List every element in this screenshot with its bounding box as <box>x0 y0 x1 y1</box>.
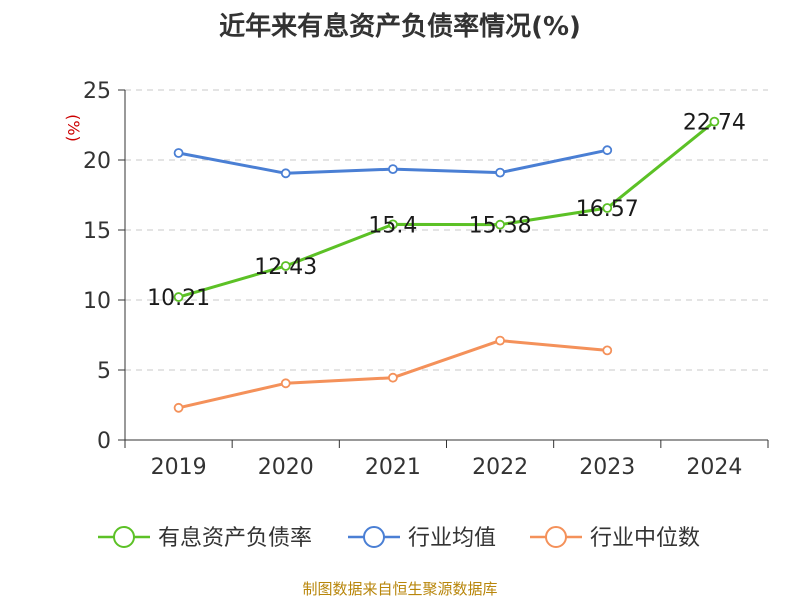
data-label: 12.43 <box>254 255 317 280</box>
x-tick-label: 2022 <box>472 455 528 480</box>
data-point <box>280 378 291 389</box>
data-point <box>602 145 613 156</box>
legend-swatch-marker <box>113 526 135 548</box>
y-tick-label: 25 <box>83 79 111 104</box>
x-tick-label: 2021 <box>365 455 421 480</box>
y-tick-label: 15 <box>83 219 111 244</box>
legend-label: 行业中位数 <box>590 526 700 551</box>
data-label: 16.57 <box>576 197 639 222</box>
y-tick-label: 5 <box>97 359 111 384</box>
data-labels: 10.21 12.43 15.4 15.38 16.57 22.74 <box>147 111 746 311</box>
data-point <box>495 335 505 346</box>
y-tick-label: 10 <box>83 289 111 314</box>
data-point <box>495 219 505 230</box>
data-point <box>709 116 720 127</box>
data-point <box>173 148 184 158</box>
legend: 有息资产负债率 行业均值 行业中位数 <box>98 526 700 551</box>
data-point <box>602 345 613 356</box>
data-point <box>388 164 398 175</box>
data-label: 15.4 <box>368 213 417 238</box>
data-point <box>280 168 291 179</box>
data-point <box>173 402 184 413</box>
axes: 0 5 10 15 20 25 2019 2020 2021 2022 2023 2024 (%) <box>64 79 769 480</box>
source-note: 制图数据来自恒生聚源数据库 <box>302 580 498 598</box>
legend-swatch-marker <box>363 526 385 548</box>
y-tick-label: 0 <box>97 429 111 454</box>
x-tick-label: 2019 <box>151 455 207 480</box>
legend-swatch-marker <box>545 526 567 548</box>
series-line-0 <box>178 120 716 299</box>
chart-title: 近年来有息资产负债率情况(%) <box>219 12 581 42</box>
data-label: 15.38 <box>469 214 532 239</box>
x-tick-label: 2023 <box>579 455 635 480</box>
data-point <box>495 167 505 178</box>
data-label: 22.74 <box>683 111 746 136</box>
data-point <box>173 292 184 302</box>
y-axis-label: (%) <box>64 114 83 142</box>
series-lines <box>173 116 720 413</box>
y-tick-label: 20 <box>83 149 111 174</box>
x-tick-label: 2020 <box>258 455 314 480</box>
grid-lines <box>125 89 768 371</box>
data-point <box>388 372 398 383</box>
data-label: 10.21 <box>147 286 210 311</box>
data-point <box>280 261 291 271</box>
legend-label: 有息资产负债率 <box>158 526 312 551</box>
data-point <box>602 203 613 213</box>
data-point <box>388 219 398 230</box>
legend-label: 行业均值 <box>408 526 496 551</box>
x-tick-label: 2024 <box>686 455 742 480</box>
